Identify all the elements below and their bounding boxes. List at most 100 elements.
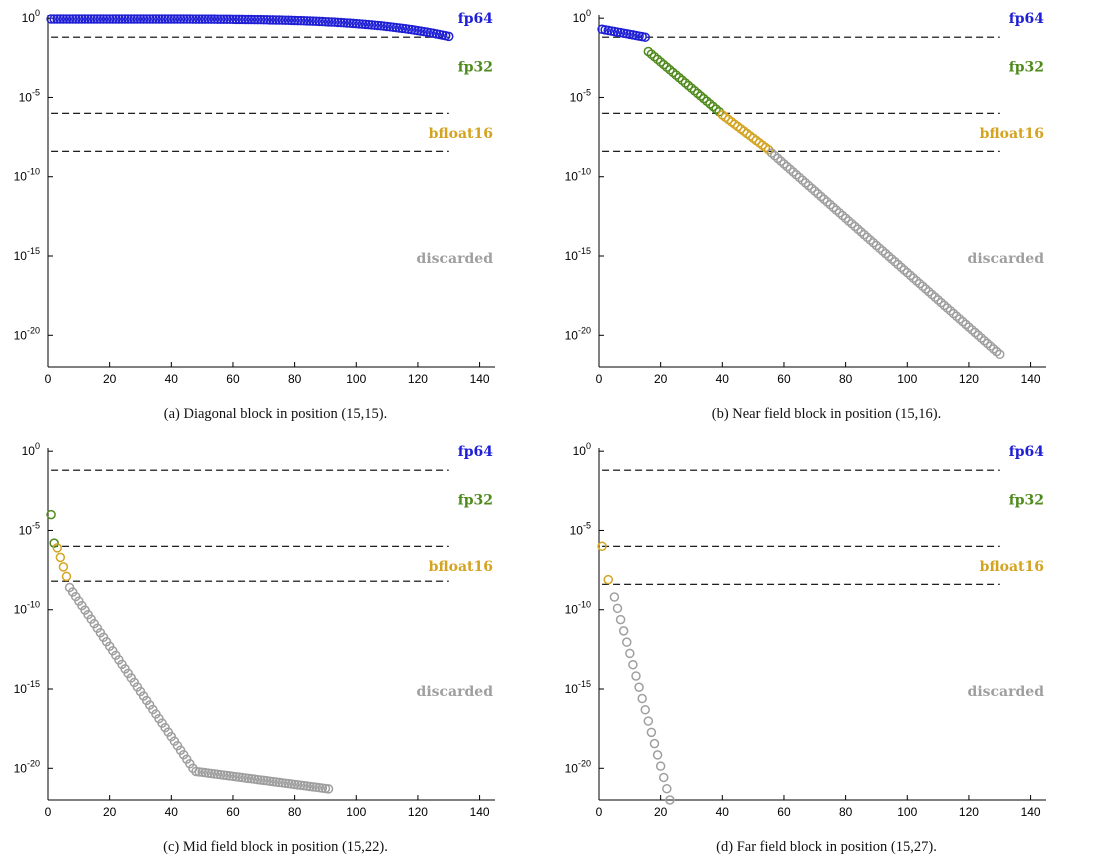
data-point-discarded xyxy=(887,254,897,264)
data-point-discarded xyxy=(828,202,839,213)
points-a xyxy=(46,14,454,42)
data-point-discarded xyxy=(991,346,1002,357)
data-point-discarded xyxy=(625,648,635,659)
y-tick-label: 10-20 xyxy=(14,758,40,775)
data-point-fp64 xyxy=(132,14,143,24)
data-point-fp64 xyxy=(178,14,189,24)
x-tick-label: 40 xyxy=(716,805,730,819)
data-point-fp64 xyxy=(135,14,146,24)
data-point-fp64 xyxy=(191,14,201,24)
data-point-discarded xyxy=(970,327,980,338)
axes-d: 0 20 40 60 80 100 120 140 100 10-5 10-10 10-15 10-20… xyxy=(565,441,1046,819)
data-point-bfloat16 xyxy=(55,552,66,563)
data-point-discarded xyxy=(819,194,829,204)
data-point-fp64 xyxy=(89,14,99,24)
data-point-fp64 xyxy=(225,14,235,25)
data-point-fp64 xyxy=(188,14,198,24)
precision-label-discarded: discarded xyxy=(968,684,1045,700)
data-point-fp64 xyxy=(86,14,96,24)
data-point-discarded xyxy=(785,164,795,175)
data-point-discarded xyxy=(637,693,647,704)
caption-d: (d) Far field block in position (15,27). xyxy=(716,839,937,855)
y-tick-label: 10-20 xyxy=(14,325,40,342)
x-tick-label: 0 xyxy=(596,372,603,386)
data-point-fp64 xyxy=(123,14,133,24)
y-tick-label: 100 xyxy=(22,8,40,25)
y-tick-label: 10-10 xyxy=(565,167,591,184)
data-point-fp64 xyxy=(280,15,291,25)
data-point-fp64 xyxy=(277,15,288,25)
data-point-fp64 xyxy=(55,14,66,24)
chart-c: 0 20 40 60 80 100 120 140 100 10-5 10-10 10-15 10-20… xyxy=(14,441,495,819)
data-point-discarded xyxy=(615,614,626,625)
x-tick-label: 100 xyxy=(346,372,366,386)
data-point-discarded xyxy=(936,297,946,308)
data-point-discarded xyxy=(973,330,983,341)
data-point-discarded xyxy=(834,208,845,218)
data-point-discarded xyxy=(769,150,780,161)
data-point-discarded xyxy=(995,349,1005,360)
data-point-fp64 xyxy=(95,14,106,24)
data-point-discarded xyxy=(612,603,623,614)
x-tick-label: 20 xyxy=(103,805,117,819)
data-point-discarded xyxy=(942,303,953,313)
data-point-fp64 xyxy=(58,14,69,24)
caption-a: (a) Diagonal block in position (15,15). xyxy=(163,406,388,422)
data-point-fp64 xyxy=(292,15,303,26)
data-point-discarded xyxy=(880,248,891,259)
data-point-discarded xyxy=(951,311,962,321)
panel-c: 0 20 40 60 80 100 120 140 100 10-5 10-10 10-15 10-20… xyxy=(0,433,551,865)
data-point-discarded xyxy=(958,316,968,327)
y-tick-label: 10-15 xyxy=(565,679,591,696)
data-point-fp64 xyxy=(111,14,121,24)
data-point-discarded xyxy=(890,257,900,267)
data-point-fp64 xyxy=(333,17,343,28)
x-tick-label: 0 xyxy=(45,372,52,386)
data-point-discarded xyxy=(782,161,792,172)
y-tick-label: 10-15 xyxy=(565,246,591,263)
x-tick-label: 80 xyxy=(839,372,853,386)
precision-label-bfloat16: bfloat16 xyxy=(980,126,1044,142)
data-point-fp64 xyxy=(345,18,355,28)
data-point-fp64 xyxy=(141,14,152,24)
y-tick-label: 100 xyxy=(573,441,591,458)
data-point-fp64 xyxy=(120,14,130,24)
precision-label-fp32: fp32 xyxy=(1009,492,1044,508)
data-point-discarded xyxy=(914,278,925,289)
data-point-discarded xyxy=(646,727,657,738)
data-point-fp64 xyxy=(243,14,254,25)
data-point-fp64 xyxy=(77,14,87,24)
x-tick-label: 60 xyxy=(226,372,240,386)
data-point-discarded xyxy=(874,243,885,253)
data-point-fp64 xyxy=(222,14,232,25)
x-tick-label: 120 xyxy=(959,372,979,386)
data-point-fp64 xyxy=(444,31,454,42)
data-point-bfloat16 xyxy=(597,541,607,552)
data-point-fp64 xyxy=(203,14,214,24)
data-point-fp64 xyxy=(237,14,247,25)
x-tick-label: 120 xyxy=(408,372,428,386)
data-point-discarded xyxy=(634,682,644,692)
data-point-discarded xyxy=(917,281,928,292)
data-point-fp64 xyxy=(215,14,226,24)
data-point-fp64 xyxy=(363,19,374,30)
data-point-fp64 xyxy=(212,14,223,24)
data-point-discarded xyxy=(948,308,959,319)
x-tick-label: 120 xyxy=(408,805,428,819)
data-point-fp64 xyxy=(126,14,136,24)
data-point-discarded xyxy=(788,167,798,177)
data-point-discarded xyxy=(979,335,990,346)
data-point-fp64 xyxy=(181,14,192,24)
data-point-fp64 xyxy=(157,14,167,24)
data-point-discarded xyxy=(988,344,999,354)
data-point-fp64 xyxy=(163,14,173,24)
data-point-discarded xyxy=(825,199,835,210)
data-point-fp64 xyxy=(314,16,325,27)
precision-label-discarded: discarded xyxy=(968,251,1045,267)
data-point-discarded xyxy=(800,178,811,188)
data-point-discarded xyxy=(850,221,860,232)
x-tick-label: 40 xyxy=(165,372,179,386)
y-tick-label: 10-5 xyxy=(19,87,40,104)
data-point-fp64 xyxy=(296,15,306,26)
x-tick-label: 120 xyxy=(959,805,979,819)
